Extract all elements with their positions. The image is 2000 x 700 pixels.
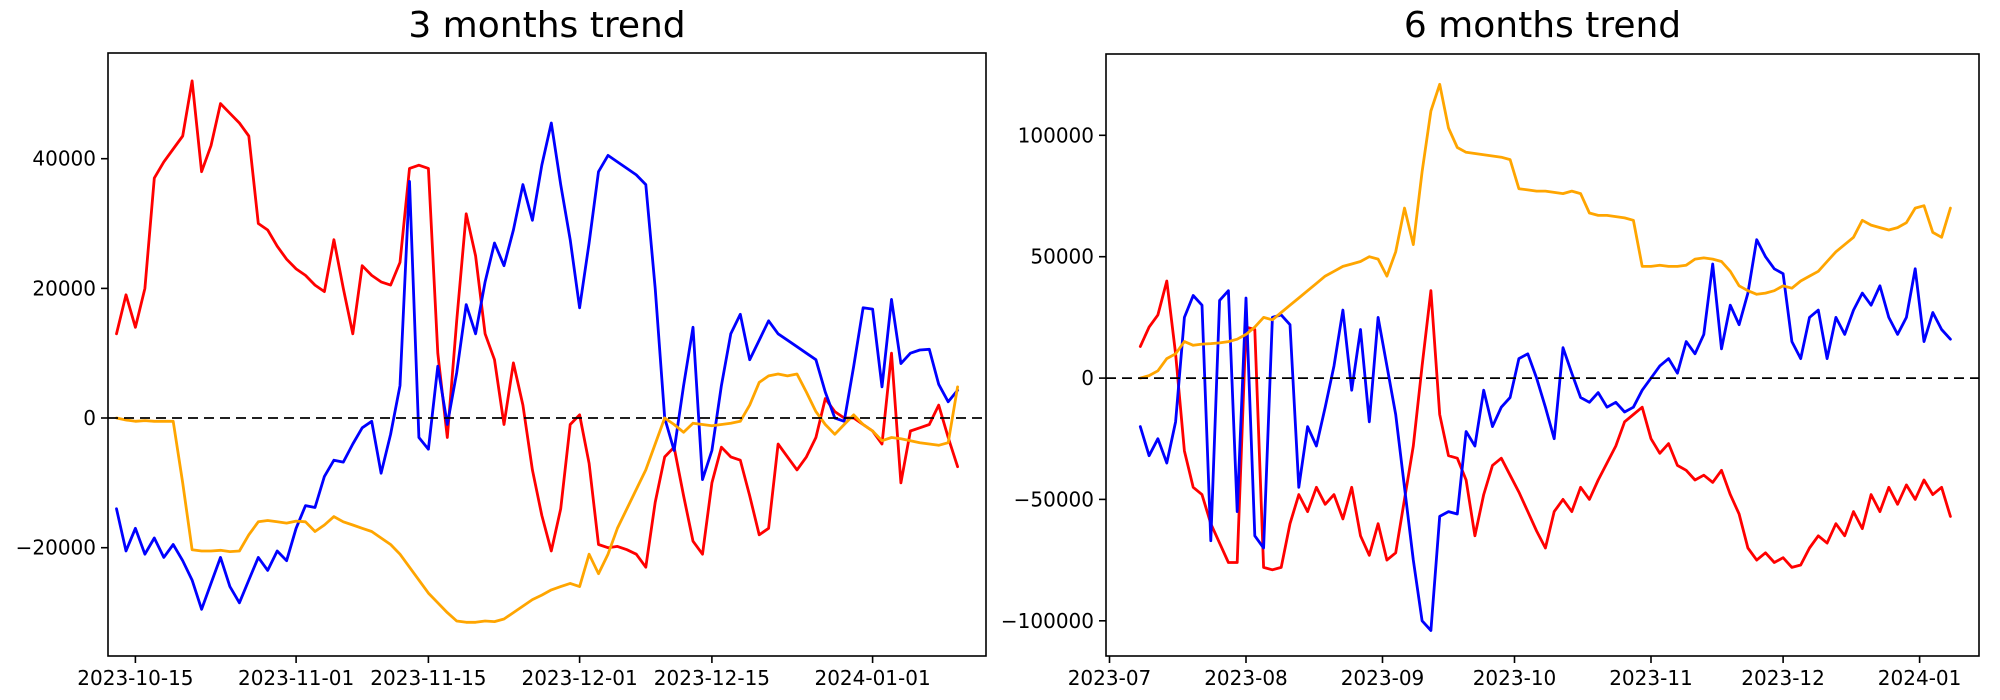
y-tick-label: 20000 — [32, 276, 96, 300]
y-tick-label: 50000 — [1030, 245, 1094, 269]
x-tick-label: 2023-09 — [1341, 666, 1425, 690]
y-tick-label: −50000 — [1014, 487, 1094, 511]
y-tick-label: 40000 — [32, 147, 96, 171]
x-tick-label: 2023-12 — [1741, 666, 1825, 690]
x-tick-label: 2023-11-01 — [238, 666, 354, 690]
y-tick-label: 0 — [1081, 366, 1094, 390]
x-tick-label: 2023-11-15 — [370, 666, 486, 690]
plot-border — [1105, 53, 1980, 657]
blue-series-line — [1138, 238, 1952, 632]
orange-series-line — [1138, 82, 1952, 380]
plot-border — [107, 52, 987, 657]
x-tick-label: 2024-01 — [1878, 666, 1962, 690]
x-tick-label: 2023-12-15 — [654, 666, 770, 690]
right-chart-title: 6 months trend — [1403, 5, 1682, 46]
x-tick-label: 2023-11 — [1609, 666, 1693, 690]
red-series-line — [1138, 279, 1952, 572]
y-tick-label: 0 — [83, 406, 96, 430]
y-tick-label: 100000 — [1018, 123, 1094, 147]
chart-3-months: 2023-10-15 2023-11-01 2023-11-15 2023-12-01… — [16, 52, 987, 690]
blue-series-line — [115, 121, 959, 611]
x-tick-label: 2023-07 — [1068, 666, 1152, 690]
x-tick-label: 2024-01-01 — [814, 666, 930, 690]
chart-6-months: 2023-07 2023-08 2023-09 2023-10 2023-11 2023-… — [1001, 53, 1980, 690]
x-tick-label: 2023-08 — [1204, 666, 1288, 690]
x-tick-label: 2023-10 — [1473, 666, 1557, 690]
left-chart-title: 3 months trend — [408, 5, 686, 46]
x-tick-label: 2023-12-01 — [521, 666, 637, 690]
red-series-line — [115, 79, 959, 569]
y-tick-label: −20000 — [16, 536, 96, 560]
orange-series-line — [115, 372, 959, 624]
y-tick-label: −100000 — [1001, 609, 1094, 633]
x-tick-label: 2023-10-15 — [77, 666, 193, 690]
